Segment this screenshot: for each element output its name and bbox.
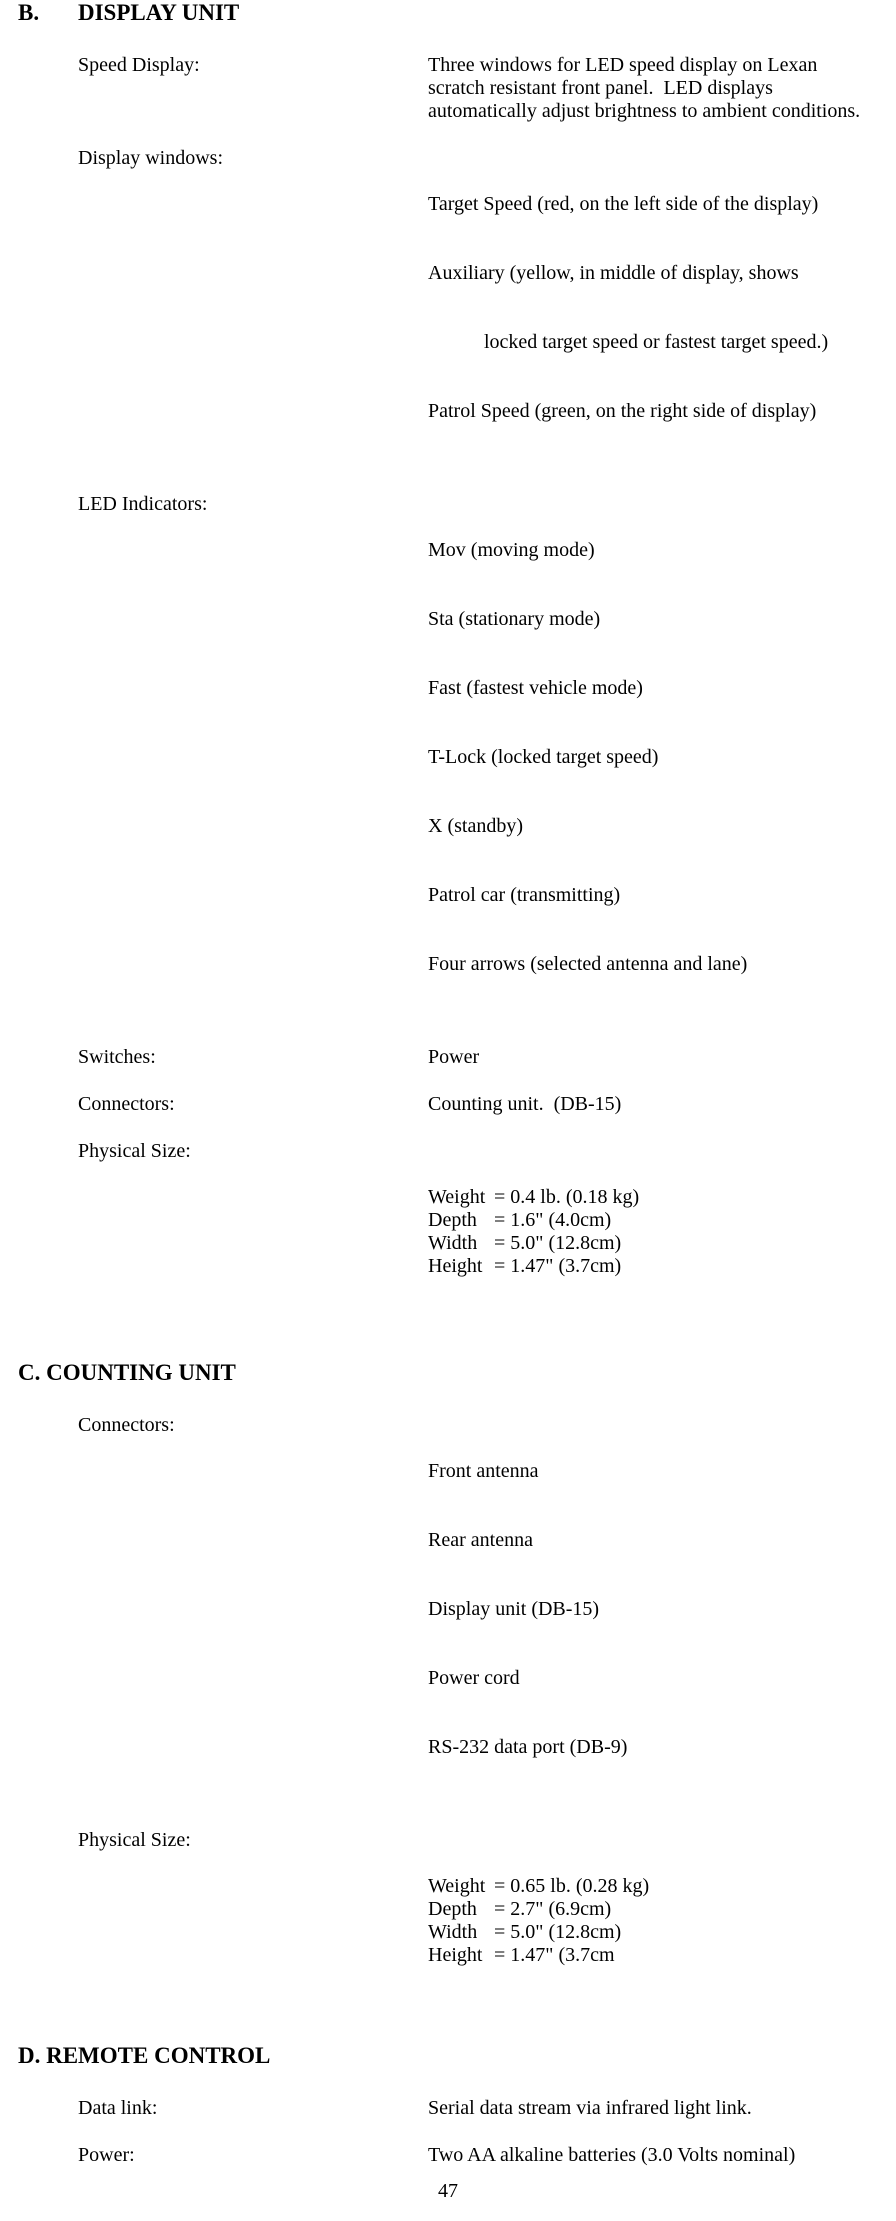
c-ps-k2: Width xyxy=(428,1921,494,1944)
row-data-link: Data link: Serial data stream via infrar… xyxy=(78,2097,878,2120)
li-1: Sta (stationary mode) xyxy=(428,608,878,631)
label-data-link: Data link: xyxy=(78,2097,428,2120)
b-ps-v0: = 0.4 lb. (0.18 kg) xyxy=(494,1186,639,1209)
dw-line-2: locked target speed or fastest target sp… xyxy=(484,331,878,354)
label-display-windows: Display windows: xyxy=(78,147,428,469)
row-display-windows: Display windows: Target Speed (red, on t… xyxy=(78,147,878,469)
row-b-physical-size: Physical Size: Weight= 0.4 lb. (0.18 kg)… xyxy=(78,1140,878,1324)
c-ps-v1: = 2.7" (6.9cm) xyxy=(494,1898,649,1921)
c-ps-v0: = 0.65 lb. (0.28 kg) xyxy=(494,1875,649,1898)
c-ps-v2: = 5.0" (12.8cm) xyxy=(494,1921,649,1944)
label-speed-display: Speed Display: xyxy=(78,54,428,123)
value-c-connectors: Front antenna Rear antenna Display unit … xyxy=(428,1414,878,1805)
label-b-physical-size: Physical Size: xyxy=(78,1140,428,1324)
b-ps-k2: Width xyxy=(428,1232,494,1255)
label-switches: Switches: xyxy=(78,1046,428,1069)
section-b-heading: B. DISPLAY UNIT xyxy=(18,0,878,26)
li-2: Fast (fastest vehicle mode) xyxy=(428,677,878,700)
section-b-letter: B. xyxy=(18,0,78,26)
section-d-entries: Data link: Serial data stream via infrar… xyxy=(78,2097,878,2167)
b-ps-v2: = 5.0" (12.8cm) xyxy=(494,1232,639,1255)
li-6: Four arrows (selected antenna and lane) xyxy=(428,953,878,976)
row-c-physical-size: Physical Size: Weight= 0.65 lb. (0.28 kg… xyxy=(78,1829,878,2013)
page-number: 47 xyxy=(0,2180,896,2203)
cc-3: Power cord xyxy=(428,1667,878,1690)
row-led-indicators: LED Indicators: Mov (moving mode) Sta (s… xyxy=(78,493,878,1022)
section-c-heading: C. COUNTING UNIT xyxy=(18,1360,878,1386)
b-ps-k3: Height xyxy=(428,1255,494,1278)
c-ps-k0: Weight xyxy=(428,1875,494,1898)
b-ps-v3: = 1.47" (3.7cm) xyxy=(494,1255,639,1278)
row-speed-display: Speed Display: Three windows for LED spe… xyxy=(78,54,878,123)
row-switches: Switches: Power xyxy=(78,1046,878,1069)
label-power: Power: xyxy=(78,2144,428,2167)
dw-line-1: Auxiliary (yellow, in middle of display,… xyxy=(428,262,878,285)
b-ps-k0: Weight xyxy=(428,1186,494,1209)
document-page: B. DISPLAY UNIT Speed Display: Three win… xyxy=(0,0,896,2221)
li-0: Mov (moving mode) xyxy=(428,539,878,562)
cc-2: Display unit (DB-15) xyxy=(428,1598,878,1621)
c-ps-v3: = 1.47" (3.7cm xyxy=(494,1944,649,1967)
label-led-indicators: LED Indicators: xyxy=(78,493,428,1022)
cc-4: RS-232 data port (DB-9) xyxy=(428,1736,878,1759)
label-c-physical-size: Physical Size: xyxy=(78,1829,428,2013)
row-b-connectors: Connectors: Counting unit. (DB-15) xyxy=(78,1093,878,1116)
value-data-link: Serial data stream via infrared light li… xyxy=(428,2097,878,2120)
value-b-connectors: Counting unit. (DB-15) xyxy=(428,1093,878,1116)
value-display-windows: Target Speed (red, on the left side of t… xyxy=(428,147,878,469)
section-b-entries: Speed Display: Three windows for LED spe… xyxy=(78,54,878,1324)
row-c-connectors: Connectors: Front antenna Rear antenna D… xyxy=(78,1414,878,1805)
row-power: Power: Two AA alkaline batteries (3.0 Vo… xyxy=(78,2144,878,2167)
label-b-connectors: Connectors: xyxy=(78,1093,428,1116)
value-led-indicators: Mov (moving mode) Sta (stationary mode) … xyxy=(428,493,878,1022)
section-c-entries: Connectors: Front antenna Rear antenna D… xyxy=(78,1414,878,2013)
dw-line-3: Patrol Speed (green, on the right side o… xyxy=(428,400,878,423)
label-c-connectors: Connectors: xyxy=(78,1414,428,1805)
cc-1: Rear antenna xyxy=(428,1529,878,1552)
c-ps-k3: Height xyxy=(428,1944,494,1967)
value-speed-display: Three windows for LED speed display on L… xyxy=(428,54,878,123)
cc-0: Front antenna xyxy=(428,1460,878,1483)
li-3: T-Lock (locked target speed) xyxy=(428,746,878,769)
value-power: Two AA alkaline batteries (3.0 Volts nom… xyxy=(428,2144,878,2167)
section-b-title: DISPLAY UNIT xyxy=(78,0,239,26)
section-d-heading: D. REMOTE CONTROL xyxy=(18,2043,878,2069)
value-b-physical-size: Weight= 0.4 lb. (0.18 kg) Depth= 1.6" (4… xyxy=(428,1140,878,1324)
li-4: X (standby) xyxy=(428,815,878,838)
b-ps-v1: = 1.6" (4.0cm) xyxy=(494,1209,639,1232)
value-switches: Power xyxy=(428,1046,878,1069)
li-5: Patrol car (transmitting) xyxy=(428,884,878,907)
dw-line-0: Target Speed (red, on the left side of t… xyxy=(428,193,878,216)
b-ps-k1: Depth xyxy=(428,1209,494,1232)
c-ps-k1: Depth xyxy=(428,1898,494,1921)
value-c-physical-size: Weight= 0.65 lb. (0.28 kg) Depth= 2.7" (… xyxy=(428,1829,878,2013)
